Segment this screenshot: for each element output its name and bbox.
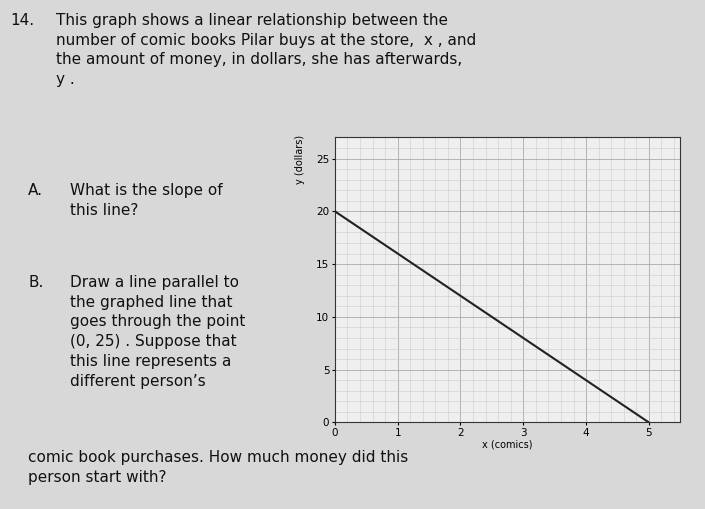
- Text: y (dollars): y (dollars): [295, 134, 305, 184]
- Text: Draw a line parallel to
the graphed line that
goes through the point
(0, 25) . S: Draw a line parallel to the graphed line…: [70, 275, 246, 389]
- X-axis label: x (comics): x (comics): [482, 439, 533, 449]
- Text: B.: B.: [28, 275, 44, 290]
- Text: This graph shows a linear relationship between the
number of comic books Pilar b: This graph shows a linear relationship b…: [56, 13, 477, 87]
- Text: 14.: 14.: [11, 13, 35, 27]
- Text: comic book purchases. How much money did this
person start with?: comic book purchases. How much money did…: [28, 450, 408, 485]
- Text: A.: A.: [28, 183, 43, 198]
- Text: What is the slope of
this line?: What is the slope of this line?: [70, 183, 223, 218]
